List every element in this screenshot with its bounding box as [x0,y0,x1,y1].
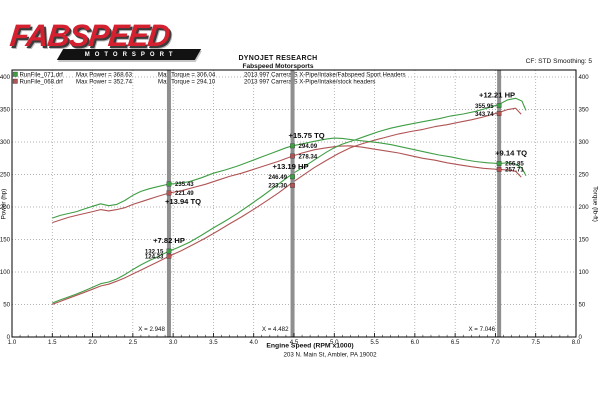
power-curve-run2 [52,107,522,305]
annotation-marker-hp-gain-2 [290,174,295,180]
annotation-marker-tq-gain-1 [166,181,172,187]
y-tick-label-left: 150 [0,237,11,244]
y-tick-label-right: 0 [579,334,583,341]
annotation-title-hp-gain-1: +7.82 HP [153,236,185,245]
y-tick-label-left: 300 [0,139,11,146]
legend-max-power: Max Power = 352.74 [76,78,133,85]
power-axis-title: Power (hp) [1,189,8,220]
annotation-marker-tq-gain-3 [496,161,502,166]
annotation-value-hp-gain-2: 246.49 [268,174,287,181]
y-tick-label-left: 200 [0,204,11,211]
annotation-title-hp-gain-3: +12.21 HP [479,91,515,100]
x-tick-label: 4.0 [249,339,258,346]
y-tick-label-left: 0 [7,334,11,341]
y-tick-label-left: 350 [0,107,11,114]
annotation-value-tq-gain-2: 294.09 [299,143,318,150]
annotation-title-hp-gain-2: +13.19 HP [272,162,308,171]
cursor-bar[interactable] [166,70,171,337]
annotation-marker-tq-gain-2 [290,143,295,149]
y-tick-label-right: 400 [579,74,590,81]
x-tick-label: 1.0 [8,339,17,346]
correction-smoothing-info: CF: STD Smoothing: 5 [525,58,592,65]
legend-max-torque: Max Torque = 306.04 [158,71,216,78]
shop-name: Fabspeed Motorsports [242,63,314,70]
legend-max-power: Max Power = 368.63 [76,71,133,78]
y-tick-label-right: 200 [579,204,590,211]
annotation-value-hp-gain-1: 132.15 [145,248,164,255]
annotation-value-hp-gain-3: 355.95 [475,103,494,110]
x-tick-label: 1.5 [48,339,57,346]
footer-address: 203 N. Main St, Ambler, PA 19002 [283,352,377,359]
y-tick-label-left: 100 [0,269,11,276]
y-tick-label-left: 250 [0,172,11,179]
torque-axis-title: Torque (lb-ft) [592,186,599,222]
legend-runfile: RunFile_071.drf [20,71,64,78]
cursor-x-label: X = 4.482 [262,326,289,333]
annotation-marker-hp-gain-1 [166,253,172,259]
annotation-marker-hp-gain-3 [496,111,502,116]
logo-brand-text: FABSPEED [8,18,172,53]
x-tick-label: 6.0 [411,339,420,346]
x-tick-label: 8.0 [572,339,581,346]
annotation-marker-tq-gain-2 [290,153,295,159]
legend-max-torque: Max Torque = 294.10 [158,78,216,85]
x-axis-title: Engine Speed (RPM x1000) [266,343,353,350]
y-tick-label-left: 50 [3,302,10,309]
annotation-title-tq-gain-3: +9.14 TQ [495,149,527,158]
report-header: DYNOJET RESEARCH Fabspeed Motorsports [168,55,388,70]
legend-runfile: RunFile_068.drf [20,78,64,85]
x-tick-label: 5.5 [370,339,379,346]
y-tick-label-right: 50 [579,302,586,309]
logo-sub-text: MOTORSPORT [85,51,178,58]
annotation-value-hp-gain-3: 343.74 [475,111,494,118]
annotation-marker-tq-gain-3 [496,167,502,172]
y-tick-label-left: 400 [0,74,11,81]
x-tick-label: 7.5 [531,339,540,346]
cursor-bar[interactable] [290,70,295,337]
power-curve-run1 [52,97,527,304]
cursor-x-label: X = 2.948 [138,326,165,333]
legend-vehicle-desc: 2013 997 Carrera S X-Pipe/Intake/Fabspee… [244,71,406,78]
cursor-x-label: X = 7.046 [468,326,495,333]
annotation-marker-hp-gain-2 [290,183,295,188]
x-tick-label: 7.0 [491,339,500,346]
y-tick-label-right: 350 [579,107,590,114]
annotation-value-tq-gain-3: 266.85 [505,161,524,168]
y-tick-label-right: 100 [579,269,590,276]
x-tick-label: 6.5 [451,339,460,346]
torque-curve-run2 [52,145,522,224]
y-tick-label-right: 150 [579,237,590,244]
x-tick-label: 4.5 [290,339,299,346]
annotation-value-tq-gain-1: 235.43 [175,181,194,188]
x-tick-label: 2.5 [129,339,138,346]
annotation-value-hp-gain-2: 233.30 [268,183,287,190]
x-tick-label: 3.0 [169,339,178,346]
annotation-marker-hp-gain-1 [166,248,172,254]
x-tick-label: 5.0 [330,339,339,346]
y-tick-label-right: 250 [579,172,590,179]
legend-swatch-run1[interactable] [12,71,18,77]
annotation-value-tq-gain-1: 221.49 [175,190,194,197]
torque-curve-run1 [52,137,527,219]
x-tick-label: 2.0 [88,339,97,346]
y-tick-label-right: 300 [579,139,590,146]
annotation-value-tq-gain-3: 257.71 [505,167,524,174]
annotation-marker-tq-gain-1 [166,190,172,196]
dynojet-research-title: DYNOJET RESEARCH [238,55,318,62]
legend-swatch-run2[interactable] [12,78,18,84]
annotation-title-tq-gain-2: +15.75 TQ [289,131,325,140]
annotation-value-tq-gain-2: 278.34 [299,153,318,160]
legend-vehicle-desc: 2013 997 Carrera S X-Pipe/Intake/stock h… [244,78,375,85]
cursor-bar[interactable] [497,70,502,337]
annotation-value-hp-gain-1: 124.33 [145,253,164,260]
annotation-title-tq-gain-1: +13.94 TQ [165,197,201,206]
annotation-marker-hp-gain-3 [496,103,502,108]
x-tick-label: 3.5 [209,339,218,346]
